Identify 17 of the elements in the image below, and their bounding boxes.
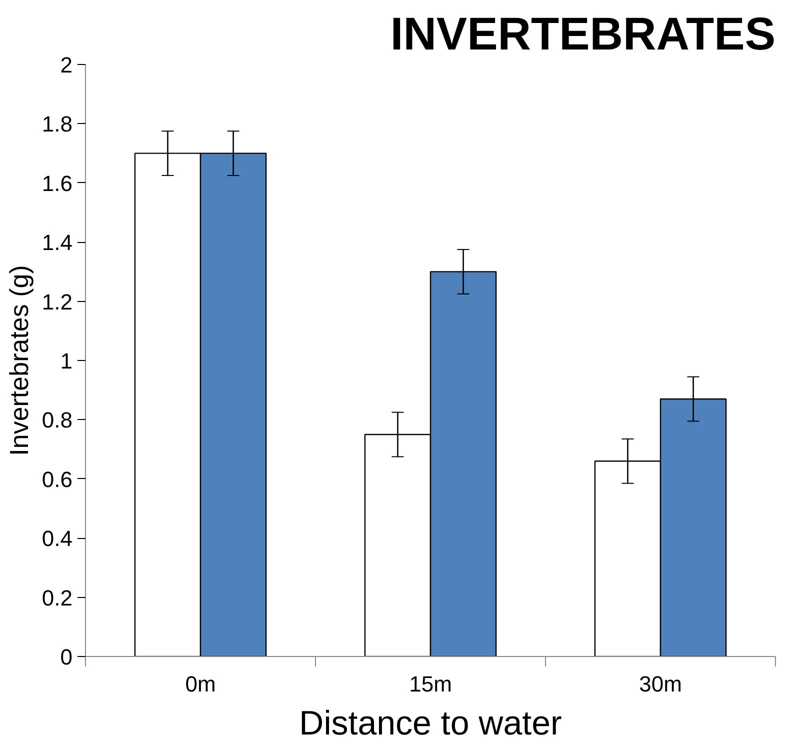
y-tick-label: 0.2 bbox=[42, 585, 73, 610]
y-tick-label: 1.6 bbox=[42, 170, 73, 196]
y-tick-label: 0.6 bbox=[42, 466, 73, 492]
x-tick-label: 15m bbox=[409, 672, 452, 696]
y-tick-label: 0 bbox=[60, 644, 73, 670]
y-tick-label: 1 bbox=[60, 348, 73, 374]
y-tick-label: 1.8 bbox=[42, 112, 73, 137]
y-tick-label: 1.4 bbox=[42, 230, 73, 256]
y-axis-title: Invertebrates (g) bbox=[4, 265, 34, 456]
chart-title: INVERTEBRATES bbox=[390, 8, 776, 60]
x-axis-title: Distance to water bbox=[299, 704, 562, 742]
y-tick-label: 2 bbox=[60, 52, 73, 78]
y-tick-label: 0.8 bbox=[42, 408, 73, 433]
x-tick-label: 30m bbox=[639, 672, 682, 696]
y-tick-label: 1.2 bbox=[42, 289, 73, 314]
y-tick-label: 0.4 bbox=[42, 526, 73, 552]
x-tick-label: 0m bbox=[185, 672, 216, 696]
